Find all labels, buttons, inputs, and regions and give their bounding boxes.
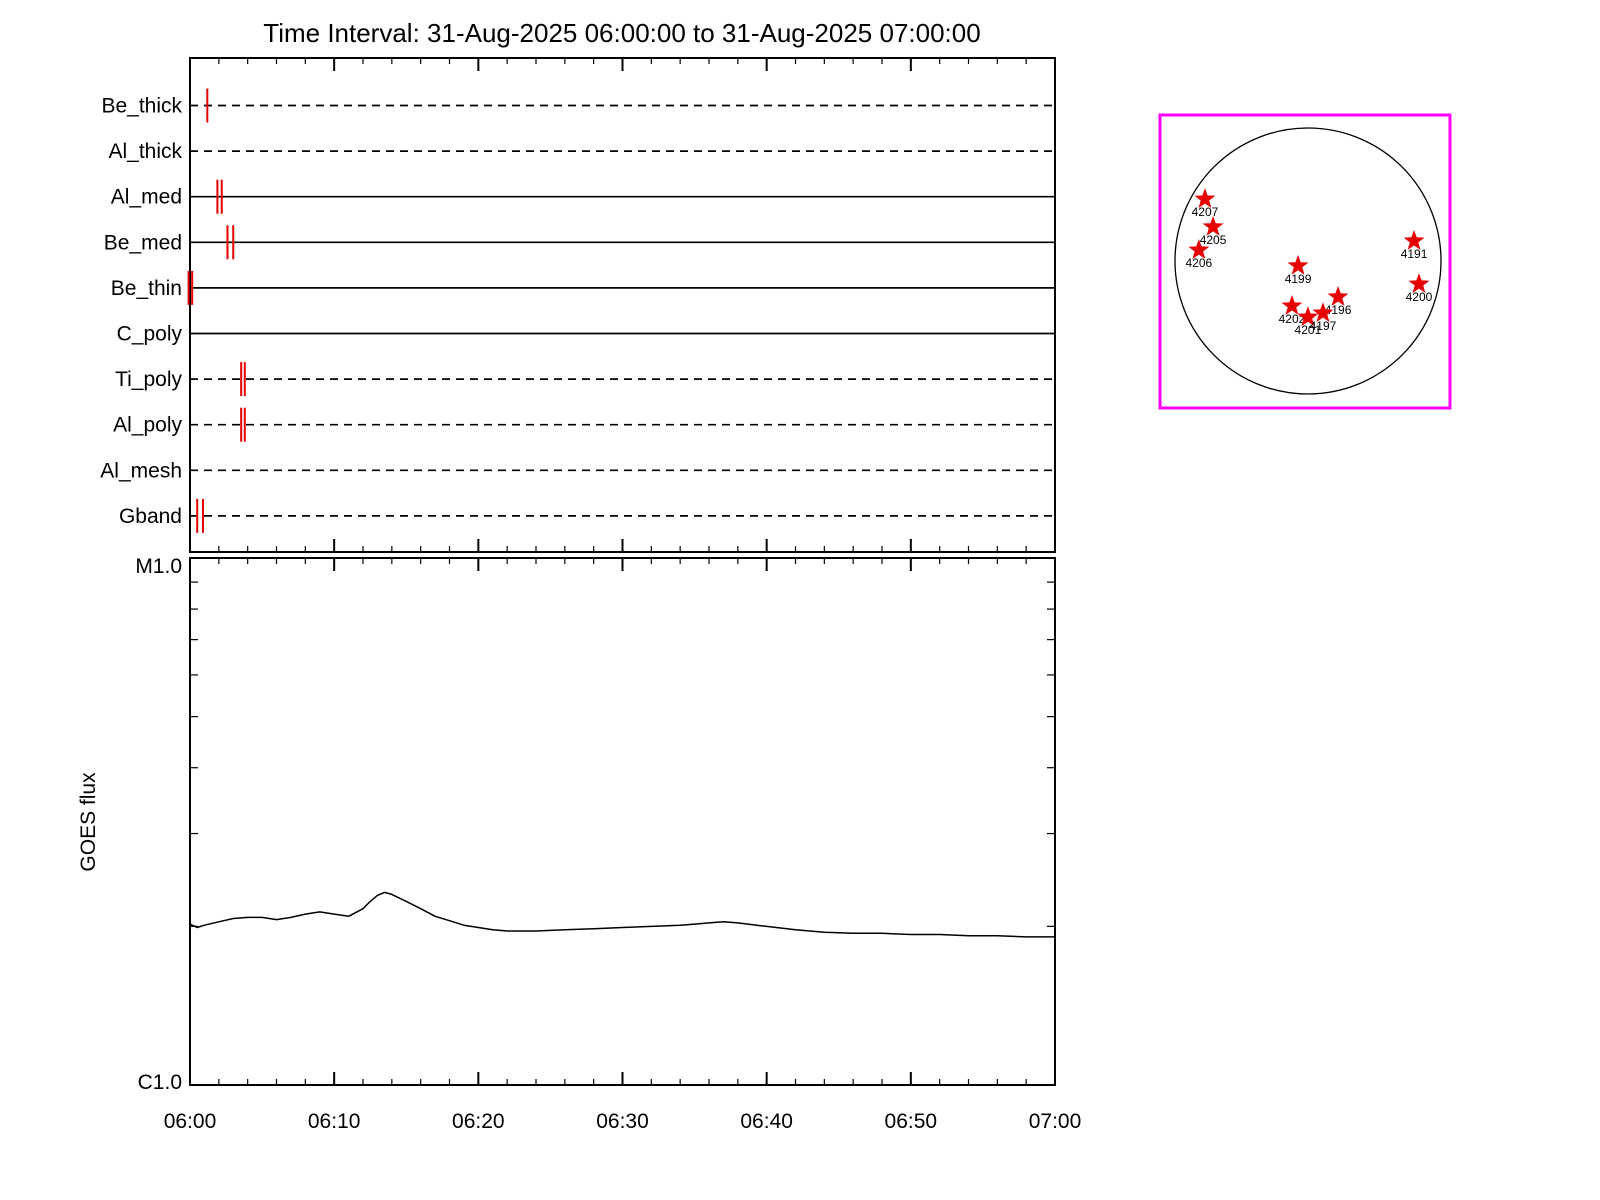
- filter-label-Be_med: Be_med: [104, 231, 182, 254]
- filter-label-Be_thin: Be_thin: [111, 277, 182, 300]
- active-region-label-4196: 4196: [1325, 303, 1352, 317]
- filter-label-Al_poly: Al_poly: [113, 414, 182, 437]
- active-region-star-4205: [1202, 215, 1224, 236]
- active-region-label-4202: 4202: [1279, 312, 1306, 326]
- x-tick-label-07:00: 07:00: [1029, 1110, 1082, 1133]
- x-tick-label-06:10: 06:10: [308, 1110, 361, 1133]
- active-region-label-4197: 4197: [1310, 319, 1337, 333]
- active-region-star-4200: [1408, 273, 1430, 293]
- filter-label-C_poly: C_poly: [117, 323, 183, 346]
- x-tick-label-06:00: 06:00: [164, 1110, 217, 1133]
- filter-label-Al_med: Al_med: [111, 186, 182, 209]
- x-tick-label-06:40: 06:40: [740, 1110, 793, 1133]
- active-region-star-4207: [1194, 188, 1216, 208]
- active-region-star-4199: [1287, 254, 1309, 275]
- active-region-label-4205: 4205: [1200, 233, 1227, 247]
- active-region-label-4200: 4200: [1406, 290, 1433, 304]
- page-title: Time Interval: 31-Aug-2025 06:00:00 to 3…: [263, 18, 980, 48]
- filter-label-Be_thick: Be_thick: [101, 95, 182, 118]
- goes-flux-axis-title: GOES flux: [77, 772, 100, 872]
- goes-panel-frame: [189, 557, 1056, 1086]
- filter-label-Ti_poly: Ti_poly: [115, 368, 182, 391]
- filter-label-Gband: Gband: [119, 505, 182, 528]
- active-region-star-4202: [1281, 295, 1303, 315]
- active-region-star-4191: [1403, 230, 1425, 250]
- active-region-label-4206: 4206: [1186, 256, 1213, 270]
- active-region-label-4207: 4207: [1192, 205, 1219, 219]
- goes-flux-curve: [189, 891, 1055, 938]
- x-tick-label-06:20: 06:20: [452, 1110, 505, 1133]
- active-region-star-4206: [1188, 239, 1210, 259]
- goes-axis-top-label: M1.0: [135, 555, 182, 578]
- active-region-star-4197: [1312, 302, 1334, 322]
- filter-panel-frame: [189, 57, 1056, 553]
- plot-canvas: Be_thick Al_thick Al_med Be_med Be_thin C_pol…: [100, 57, 1452, 1133]
- x-tick-label-06:50: 06:50: [885, 1110, 938, 1133]
- active-region-label-4199: 4199: [1285, 272, 1312, 286]
- goes-axis-bottom-label: C1.0: [138, 1071, 182, 1094]
- active-region-star-4196: [1327, 286, 1349, 306]
- filter-label-Al_thick: Al_thick: [108, 140, 182, 163]
- x-tick-label-06:30: 06:30: [596, 1110, 649, 1133]
- solar-limb-circle: [1174, 127, 1442, 395]
- filter-label-Al_mesh: Al_mesh: [100, 459, 182, 482]
- active-region-star-4201: [1297, 306, 1319, 327]
- solar-disk-inset-frame: [1158, 113, 1452, 410]
- active-region-label-4191: 4191: [1401, 247, 1428, 261]
- active-region-label-4201: 4201: [1295, 323, 1322, 337]
